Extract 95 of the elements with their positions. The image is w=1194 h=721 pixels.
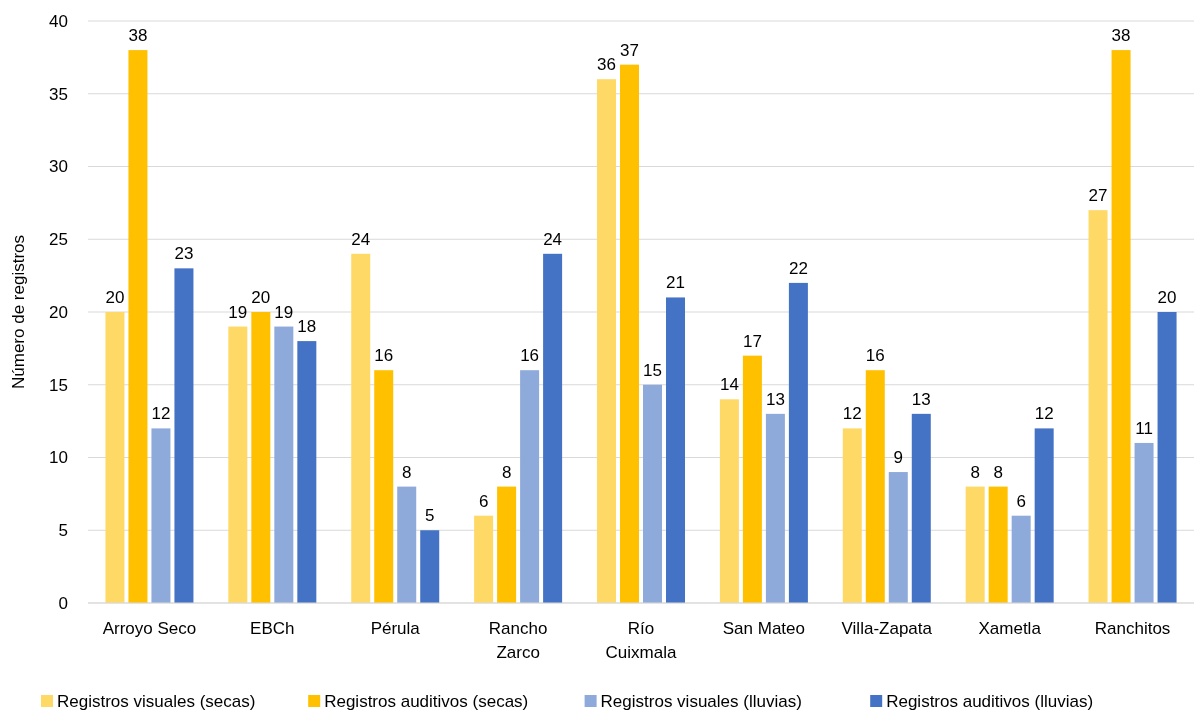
data-label: 16 <box>374 346 394 366</box>
x-tick-label: Villa-Zapata <box>841 619 933 638</box>
data-label: 27 <box>1088 186 1108 206</box>
y-tick-label: 0 <box>58 593 68 613</box>
y-tick-label: 35 <box>49 84 68 104</box>
bar <box>888 472 908 603</box>
y-tick-label: 40 <box>49 11 68 31</box>
bar <box>497 486 517 603</box>
data-label: 11 <box>1135 418 1153 438</box>
data-label: 23 <box>174 244 194 264</box>
legend-label: Registros auditivos (secas) <box>324 692 529 711</box>
bar <box>128 50 148 603</box>
data-label: 12 <box>1034 404 1054 424</box>
bar <box>1011 515 1031 603</box>
data-label: 12 <box>151 404 171 424</box>
x-tick-label: EBCh <box>250 619 295 638</box>
y-tick-label: 10 <box>49 448 68 468</box>
data-label: 38 <box>128 26 148 46</box>
bar <box>742 355 762 603</box>
bar <box>1111 50 1131 603</box>
legend-label: Registros visuales (lluvias) <box>600 692 802 711</box>
bar <box>965 486 985 603</box>
data-label: 17 <box>742 331 762 351</box>
bar <box>911 413 931 603</box>
data-label: 12 <box>842 404 862 424</box>
data-label: 18 <box>297 317 317 337</box>
x-tick-label: Pérula <box>370 619 421 638</box>
bar <box>620 64 639 603</box>
data-label: 16 <box>520 346 540 366</box>
data-label: 20 <box>1157 288 1177 307</box>
data-label: 5 <box>424 506 435 526</box>
bar <box>643 384 662 603</box>
x-tick-label: Rancho Zarco <box>488 619 548 662</box>
bar <box>865 370 885 603</box>
x-tick-label: Arroyo Seco <box>102 619 197 638</box>
bar <box>105 312 125 603</box>
data-label: 8 <box>501 462 512 482</box>
bar <box>719 399 739 603</box>
x-tick-label: San Mateo <box>722 619 806 638</box>
data-label: 19 <box>228 302 248 322</box>
bar <box>988 486 1008 603</box>
legend-label: Registros auditivos (lluvias) <box>886 692 1094 711</box>
x-tick-label: Xametla <box>978 619 1042 638</box>
bar <box>474 515 494 603</box>
data-label: 20 <box>105 288 125 307</box>
bar <box>842 428 862 603</box>
bar <box>1134 442 1154 603</box>
y-tick-label: 15 <box>49 375 68 395</box>
data-label: 6 <box>478 491 489 511</box>
bar <box>1034 428 1054 603</box>
bar <box>174 268 194 603</box>
bar <box>351 253 371 603</box>
bar <box>397 486 417 603</box>
data-label: 9 <box>893 448 904 468</box>
bar <box>1088 210 1108 603</box>
data-label: 16 <box>865 346 885 366</box>
data-label: 36 <box>597 55 616 75</box>
bar <box>151 428 171 603</box>
data-label: 8 <box>993 462 1003 482</box>
bar <box>374 370 394 603</box>
data-label: 8 <box>970 462 980 482</box>
y-axis-title: Número de registros <box>9 234 28 390</box>
data-label: 14 <box>719 375 739 395</box>
x-tick-label: Río Cuixmala <box>605 619 677 662</box>
data-label: 20 <box>251 288 271 307</box>
y-tick-label: 25 <box>49 230 68 250</box>
data-label: 22 <box>788 258 808 278</box>
bar <box>520 370 540 603</box>
data-label: 38 <box>1111 26 1131 46</box>
bar <box>597 79 616 603</box>
bar <box>228 326 248 603</box>
y-tick-label: 5 <box>58 521 68 541</box>
data-label: 15 <box>643 360 662 380</box>
bar <box>666 297 685 603</box>
bar <box>297 341 317 603</box>
data-label: 6 <box>1016 491 1026 511</box>
data-label: 13 <box>765 389 785 409</box>
bar <box>543 253 563 603</box>
data-label: 8 <box>401 462 412 482</box>
bar <box>788 282 808 603</box>
bar <box>1157 312 1177 603</box>
data-label: 13 <box>911 389 931 409</box>
bar <box>274 326 294 603</box>
data-label: 21 <box>666 273 685 293</box>
bar <box>420 530 440 603</box>
bar <box>765 413 785 603</box>
data-label: 19 <box>274 302 294 322</box>
data-label: 24 <box>543 229 563 249</box>
y-tick-label: 30 <box>49 157 68 177</box>
x-tick-label: Ranchitos <box>1094 619 1171 638</box>
bar <box>251 312 271 603</box>
legend-label: Registros visuales (secas) <box>57 692 256 711</box>
data-label: 37 <box>620 40 639 60</box>
data-label: 24 <box>351 229 371 249</box>
y-tick-label: 20 <box>49 302 68 322</box>
